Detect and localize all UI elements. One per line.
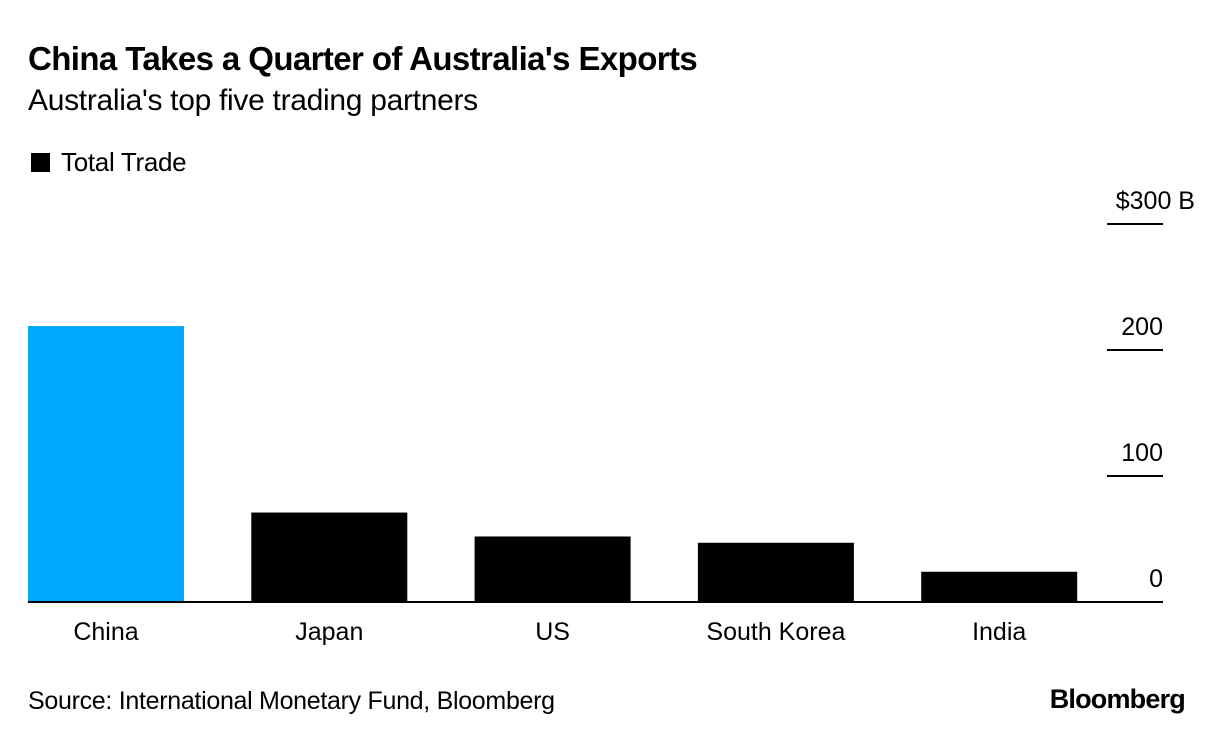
legend-label-total-trade: Total Trade (61, 147, 187, 177)
chart-title: China Takes a Quarter of Australia's Exp… (28, 40, 698, 77)
y-tick-label: $300 B (1116, 187, 1195, 215)
x-tick-label: Japan (295, 618, 363, 646)
bar-south-korea (697, 542, 854, 602)
legend: Total Trade (31, 147, 187, 178)
x-tick-label: US (535, 618, 570, 646)
chart-subtitle: Australia's top five trading partners (28, 84, 478, 117)
y-tick-label: 100 (1121, 439, 1163, 467)
bar-india (921, 571, 1078, 602)
x-tick-label: China (73, 618, 138, 646)
legend-swatch-total-trade (31, 153, 50, 172)
bar-us (474, 536, 631, 602)
bar-japan (251, 512, 408, 602)
x-tick-label: India (972, 618, 1026, 646)
bloomberg-logo: Bloomberg (1049, 684, 1186, 714)
source-note: Source: International Monetary Fund, Blo… (28, 687, 555, 715)
bar-china (28, 326, 184, 602)
x-tick-label: South Korea (706, 618, 845, 646)
y-tick-label: 0 (1149, 565, 1163, 593)
y-tick-label: 200 (1121, 313, 1163, 341)
